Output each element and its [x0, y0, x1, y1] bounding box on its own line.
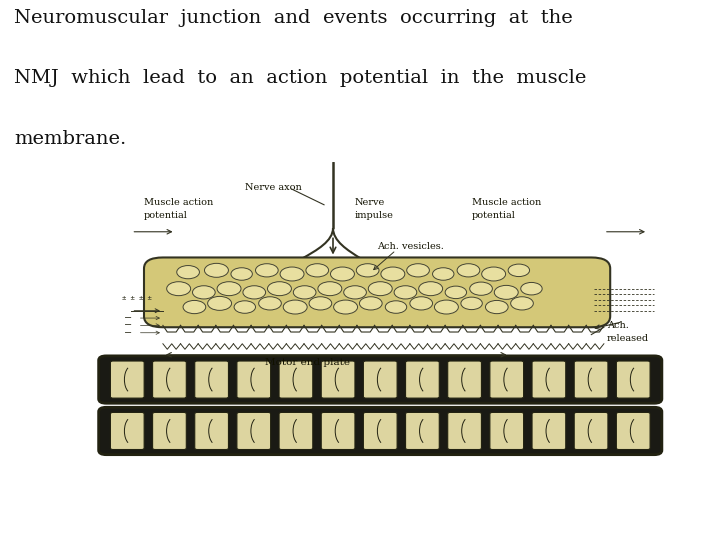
- Text: Ach.: Ach.: [607, 321, 629, 330]
- Circle shape: [258, 297, 282, 310]
- Circle shape: [204, 264, 228, 278]
- FancyBboxPatch shape: [279, 413, 312, 449]
- Circle shape: [231, 268, 253, 280]
- Text: potential: potential: [472, 211, 516, 220]
- Text: Muscle action: Muscle action: [144, 198, 213, 207]
- Text: Nerve: Nerve: [355, 198, 385, 207]
- FancyBboxPatch shape: [532, 413, 566, 449]
- Circle shape: [494, 285, 518, 299]
- Circle shape: [207, 296, 232, 310]
- Circle shape: [192, 286, 215, 299]
- Circle shape: [508, 264, 530, 276]
- FancyBboxPatch shape: [237, 413, 271, 449]
- Text: −: −: [124, 328, 132, 338]
- Text: impulse: impulse: [355, 211, 394, 220]
- FancyBboxPatch shape: [321, 413, 355, 449]
- Text: Muscle action: Muscle action: [472, 198, 541, 207]
- Text: potential: potential: [144, 211, 188, 220]
- FancyBboxPatch shape: [616, 361, 650, 398]
- Circle shape: [243, 286, 266, 299]
- FancyBboxPatch shape: [448, 361, 482, 398]
- Text: ± ± ± ±: ± ± ± ±: [122, 295, 152, 301]
- Circle shape: [433, 268, 454, 280]
- Circle shape: [234, 301, 256, 313]
- Circle shape: [469, 282, 492, 295]
- FancyBboxPatch shape: [448, 413, 482, 449]
- FancyBboxPatch shape: [405, 413, 439, 449]
- Text: Motor end plate: Motor end plate: [265, 357, 351, 367]
- Circle shape: [333, 300, 358, 314]
- FancyBboxPatch shape: [616, 413, 650, 449]
- Text: Neuromuscular  junction  and  events  occurring  at  the: Neuromuscular junction and events occurr…: [14, 9, 573, 26]
- Circle shape: [343, 286, 366, 299]
- Circle shape: [381, 267, 405, 281]
- Circle shape: [359, 297, 382, 310]
- Circle shape: [457, 264, 480, 277]
- Circle shape: [368, 282, 392, 296]
- Circle shape: [167, 282, 191, 296]
- Circle shape: [410, 297, 433, 310]
- FancyBboxPatch shape: [194, 361, 228, 398]
- Circle shape: [309, 297, 332, 310]
- FancyBboxPatch shape: [153, 361, 186, 398]
- FancyBboxPatch shape: [575, 361, 608, 398]
- Circle shape: [217, 282, 241, 296]
- FancyBboxPatch shape: [405, 361, 439, 398]
- Circle shape: [330, 267, 354, 281]
- Circle shape: [407, 264, 429, 277]
- Circle shape: [283, 300, 307, 314]
- Text: Nerve axon: Nerve axon: [245, 183, 302, 192]
- FancyBboxPatch shape: [490, 361, 523, 398]
- Circle shape: [461, 297, 482, 309]
- FancyBboxPatch shape: [490, 413, 523, 449]
- Text: membrane.: membrane.: [14, 130, 127, 147]
- Circle shape: [256, 264, 278, 277]
- Text: released: released: [607, 334, 649, 343]
- FancyBboxPatch shape: [321, 361, 355, 398]
- Circle shape: [177, 266, 199, 279]
- Circle shape: [318, 282, 342, 296]
- Circle shape: [385, 301, 407, 313]
- FancyBboxPatch shape: [144, 258, 610, 327]
- Text: Ach. vesicles.: Ach. vesicles.: [377, 242, 444, 251]
- Circle shape: [356, 264, 379, 277]
- Circle shape: [394, 286, 417, 299]
- FancyBboxPatch shape: [110, 413, 144, 449]
- FancyBboxPatch shape: [532, 361, 566, 398]
- Circle shape: [521, 282, 542, 295]
- Circle shape: [485, 300, 508, 314]
- Circle shape: [510, 297, 534, 310]
- FancyBboxPatch shape: [194, 413, 228, 449]
- Circle shape: [280, 267, 304, 281]
- FancyBboxPatch shape: [279, 361, 312, 398]
- FancyBboxPatch shape: [99, 356, 662, 403]
- FancyBboxPatch shape: [110, 361, 144, 398]
- FancyBboxPatch shape: [364, 361, 397, 398]
- Circle shape: [418, 282, 443, 296]
- Text: −: −: [124, 313, 132, 323]
- Text: −: −: [124, 320, 132, 330]
- Circle shape: [434, 300, 459, 314]
- FancyBboxPatch shape: [237, 361, 271, 398]
- FancyBboxPatch shape: [364, 413, 397, 449]
- Circle shape: [268, 282, 292, 296]
- Circle shape: [183, 300, 206, 314]
- FancyBboxPatch shape: [153, 413, 186, 449]
- Text: NMJ  which  lead  to  an  action  potential  in  the  muscle: NMJ which lead to an action potential in…: [14, 69, 587, 87]
- Circle shape: [482, 267, 505, 281]
- FancyBboxPatch shape: [99, 407, 662, 455]
- Circle shape: [306, 264, 328, 277]
- Circle shape: [293, 286, 316, 299]
- FancyBboxPatch shape: [575, 413, 608, 449]
- Circle shape: [445, 286, 467, 299]
